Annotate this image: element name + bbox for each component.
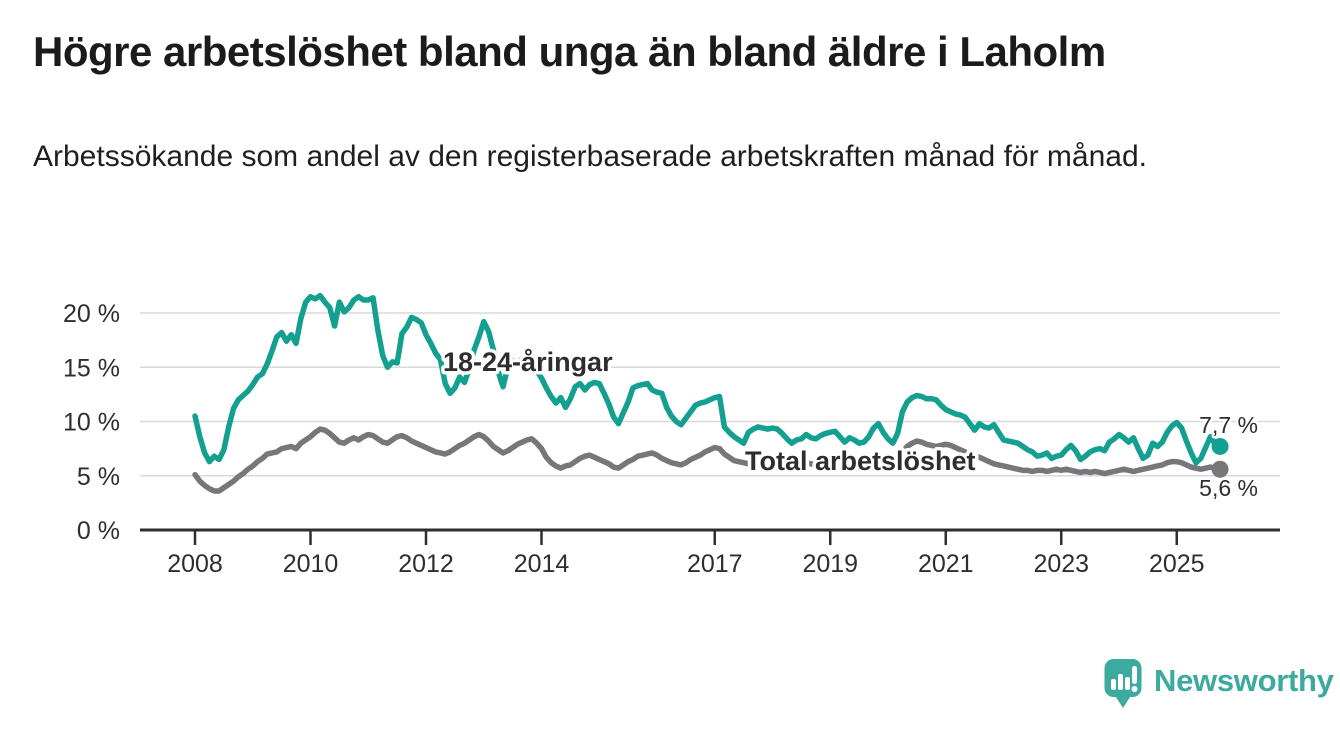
series-label-total: Total arbetslöshet [745, 446, 976, 476]
axes [140, 528, 1280, 545]
end-value-youth: 7,7 % [1199, 412, 1258, 438]
x-tick-label: 2023 [1033, 550, 1089, 578]
y-tick-label: 10 % [63, 409, 120, 437]
series-end-dot [1211, 437, 1229, 455]
x-tick-label: 2021 [918, 550, 974, 578]
x-axis-labels: 2008 2010 2012 2014 2017 2019 2021 2023 2025 [167, 550, 1204, 578]
x-tick-label: 2014 [514, 550, 570, 578]
series-label-youth: 18-24-åringar [443, 347, 613, 377]
x-tick-label: 2017 [687, 550, 743, 578]
x-tick-label: 2025 [1149, 550, 1205, 578]
chart-subtitle: Arbetssökande som andel av den registerb… [33, 140, 1147, 173]
y-tick-label: 20 % [63, 300, 120, 328]
end-value-total: 5,6 % [1199, 475, 1258, 501]
bar-chart-speech-bubble-icon [1104, 659, 1142, 708]
series-line [192, 292, 1223, 466]
chart-title: Högre arbetslöshet bland unga än bland ä… [33, 28, 1106, 75]
y-tick-label: 0 % [77, 517, 120, 545]
series-lines [192, 292, 1229, 494]
newsworthy-wordmark: Newsworthy [1154, 663, 1334, 698]
x-tick-label: 2019 [802, 550, 858, 578]
x-tick-label: 2010 [283, 550, 339, 578]
y-axis-labels: 0 % 5 % 10 % 15 % 20 % [63, 300, 120, 545]
x-tick-label: 2012 [398, 550, 454, 578]
series-line [192, 426, 1223, 494]
x-tick-label: 2008 [167, 550, 223, 578]
newsworthy-logo: Newsworthy [1104, 658, 1334, 714]
y-tick-label: 5 % [77, 463, 120, 491]
y-tick-label: 15 % [63, 354, 120, 382]
series-end-dot [1211, 460, 1229, 478]
